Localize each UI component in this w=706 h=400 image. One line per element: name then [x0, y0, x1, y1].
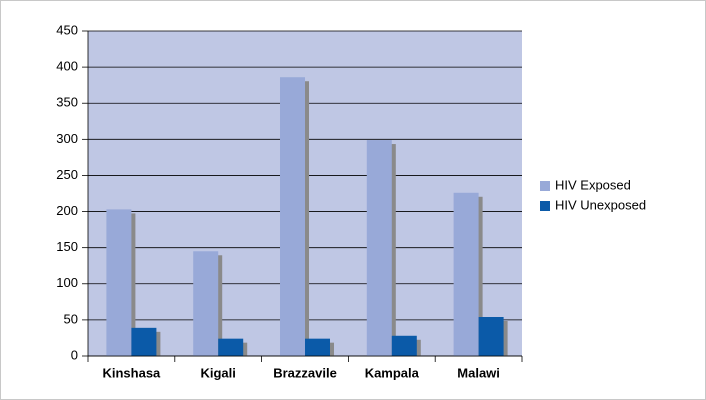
- x-tick-label: Kinshasa: [102, 365, 161, 380]
- y-tick-label: 250: [56, 167, 78, 182]
- y-tick-label: 100: [56, 275, 78, 290]
- bar: [453, 192, 479, 356]
- legend-swatch: [540, 181, 550, 191]
- bar: [391, 335, 417, 356]
- y-tick-label: 150: [56, 239, 78, 254]
- x-tick-label: Brazzavile: [273, 365, 337, 380]
- y-tick-label: 450: [56, 22, 78, 37]
- y-tick-label: 200: [56, 203, 78, 218]
- y-tick-label: 50: [64, 311, 78, 326]
- legend-swatch: [540, 201, 550, 211]
- y-tick-label: 300: [56, 131, 78, 146]
- y-tick-label: 350: [56, 95, 78, 110]
- bar: [193, 251, 219, 356]
- y-tick-label: 0: [71, 347, 78, 362]
- x-tick-label: Malawi: [457, 365, 500, 380]
- bar: [280, 77, 305, 356]
- bar: [131, 327, 157, 356]
- y-tick-label: 400: [56, 59, 78, 74]
- legend-label: HIV Exposed: [555, 177, 631, 192]
- bar: [106, 209, 132, 356]
- x-tick-label: Kampala: [365, 365, 420, 380]
- bar: [305, 338, 330, 356]
- bar: [218, 338, 244, 356]
- bar: [366, 140, 392, 356]
- bar: [478, 317, 504, 356]
- x-tick-label: Kigali: [200, 365, 235, 380]
- legend-label: HIV Unexposed: [555, 197, 646, 212]
